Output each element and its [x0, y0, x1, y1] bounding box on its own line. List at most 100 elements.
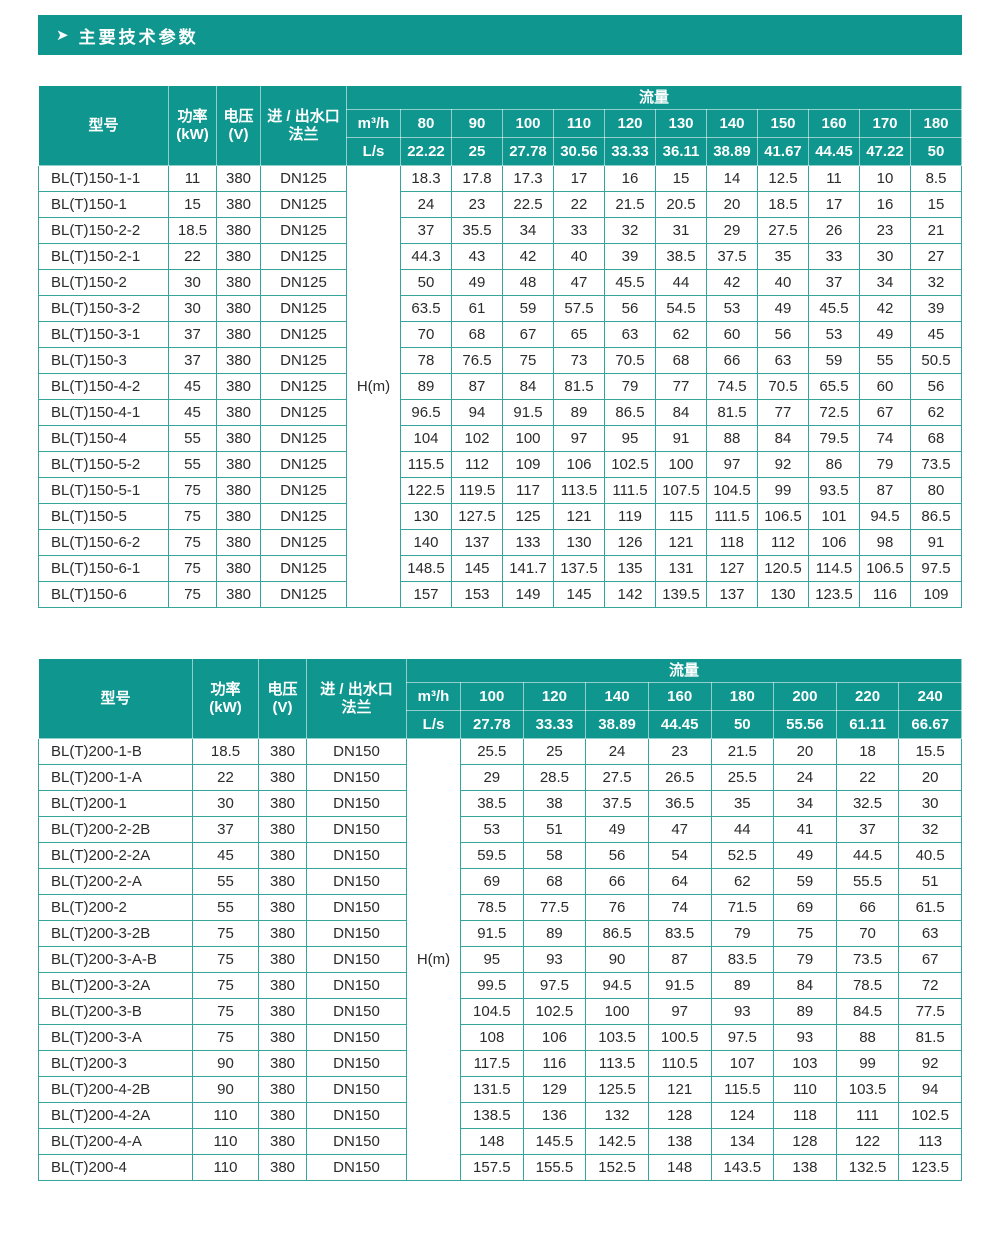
voltage-cell: 380: [216, 555, 261, 582]
header-flow-m3h-value: 90: [451, 109, 503, 138]
head-value-cell: 56: [757, 321, 809, 348]
head-value-cell: 141.7: [502, 555, 554, 582]
head-value-cell: 106: [522, 1024, 587, 1051]
head-value-cell: 138: [647, 1128, 712, 1155]
flange-cell: DN150: [306, 1050, 407, 1077]
head-value-cell: 26.5: [647, 764, 712, 791]
head-value-cell: 40: [757, 269, 809, 296]
flange-cell: DN150: [306, 738, 407, 765]
head-value-cell: 118: [706, 529, 758, 556]
head-value-cell: 116: [522, 1050, 587, 1077]
head-value-cell: 77.5: [898, 998, 962, 1025]
head-value-cell: 31: [655, 217, 707, 244]
head-value-cell: 115: [655, 503, 707, 530]
head-value-cell: 127.5: [451, 503, 503, 530]
header-flow-ls-value: 33.33: [604, 137, 656, 166]
head-value-cell: 100: [655, 451, 707, 478]
header-flow-ls-value: 47.22: [859, 137, 911, 166]
header-unit-m3h: m³/h: [406, 682, 461, 711]
power-cell: 75: [192, 1024, 259, 1051]
head-value-cell: 89: [710, 972, 775, 999]
model-cell: BL(T)150-5-2: [38, 451, 169, 478]
head-value-cell: 107: [710, 1050, 775, 1077]
header-model: 型号: [38, 85, 169, 166]
power-cell: 18.5: [168, 217, 217, 244]
head-value-cell: 143.5: [710, 1154, 775, 1181]
flange-cell: DN125: [260, 165, 347, 192]
voltage-cell: 380: [216, 581, 261, 608]
voltage-cell: 380: [258, 946, 307, 973]
flange-cell: DN150: [306, 842, 407, 869]
head-value-cell: 23: [451, 191, 503, 218]
head-value-cell: 69: [773, 894, 837, 921]
head-value-cell: 116: [859, 581, 911, 608]
head-value-cell: 56: [585, 842, 649, 869]
head-value-cell: 89: [522, 920, 587, 947]
table-row: BL(T)200-4-2B 90 380 DN150 131.5 129 125.5 121 1…: [38, 1076, 962, 1103]
head-value-cell: 50: [400, 269, 452, 296]
head-value-cell: 92: [757, 451, 809, 478]
head-value-cell: 56: [910, 373, 962, 400]
flange-cell: DN125: [260, 529, 347, 556]
head-value-cell: 112: [757, 529, 809, 556]
model-cell: BL(T)150-2-2: [38, 217, 169, 244]
header-flow-ls-value: 22.22: [400, 137, 452, 166]
head-value-cell: 111.5: [604, 477, 656, 504]
header-flow: 流量: [346, 85, 962, 110]
flange-cell: DN125: [260, 321, 347, 348]
head-value-cell: 89: [400, 373, 452, 400]
header-unit-ls: L/s: [346, 137, 401, 166]
table-row: BL(T)200-1-A 22 380 DN150 29 28.5 27.5 26.5 25.5…: [38, 764, 962, 791]
head-value-cell: 51: [898, 868, 962, 895]
head-value-cell: 88: [835, 1024, 900, 1051]
head-value-cell: 106.5: [859, 555, 911, 582]
header-flow-ls-value: 44.45: [647, 710, 712, 739]
head-value-cell: 91.5: [502, 399, 554, 426]
header-flow-ls-value: 61.11: [835, 710, 900, 739]
head-value-cell: 84.5: [835, 998, 900, 1025]
flange-cell: DN150: [306, 1024, 407, 1051]
head-value-cell: 22.5: [502, 191, 554, 218]
head-value-cell: 93: [710, 998, 775, 1025]
head-value-cell: 23: [647, 738, 712, 765]
head-value-cell: 97: [706, 451, 758, 478]
header-flow-m3h-value: 110: [553, 109, 605, 138]
head-value-cell: 84: [502, 373, 554, 400]
head-value-cell: 101: [808, 503, 860, 530]
head-value-cell: 87: [647, 946, 712, 973]
head-value-cell: 34: [502, 217, 554, 244]
head-value-cell: 137: [706, 581, 758, 608]
head-value-cell: 59: [808, 347, 860, 374]
power-cell: 75: [168, 555, 217, 582]
head-value-cell: 112: [451, 451, 503, 478]
header-flow-ls-value: 30.56: [553, 137, 605, 166]
head-value-cell: 16: [604, 165, 656, 192]
head-value-cell: 113.5: [585, 1050, 649, 1077]
head-value-cell: 53: [808, 321, 860, 348]
head-value-cell: 74.5: [706, 373, 758, 400]
power-cell: 75: [192, 920, 259, 947]
header-flow-m3h-value: 100: [502, 109, 554, 138]
voltage-cell: 380: [216, 165, 261, 192]
head-value-cell: 37: [835, 816, 900, 843]
head-value-cell: 34: [859, 269, 911, 296]
table-row: BL(T)150-5 75 380 DN125 130 127.5 125 121 119 115…: [38, 503, 962, 530]
head-value-cell: 62: [655, 321, 707, 348]
head-value-cell: 74: [647, 894, 712, 921]
head-value-cell: 55.5: [835, 868, 900, 895]
model-cell: BL(T)200-4-2B: [38, 1076, 193, 1103]
head-value-cell: 15: [910, 191, 962, 218]
head-value-cell: 67: [502, 321, 554, 348]
head-value-cell: 152.5: [585, 1154, 649, 1181]
header-flow-ls-value: 38.89: [706, 137, 758, 166]
head-value-cell: 44: [655, 269, 707, 296]
model-cell: BL(T)200-3-B: [38, 998, 193, 1025]
head-value-cell: 36.5: [647, 790, 712, 817]
header-flow-m3h-value: 130: [655, 109, 707, 138]
head-value-cell: 132.5: [835, 1154, 900, 1181]
table-row: BL(T)150-5-2 55 380 DN125 115.5 112 109 106 102.…: [38, 451, 962, 478]
power-cell: 30: [168, 269, 217, 296]
head-value-cell: 25.5: [460, 738, 524, 765]
voltage-cell: 380: [216, 191, 261, 218]
head-value-cell: 129: [522, 1076, 587, 1103]
